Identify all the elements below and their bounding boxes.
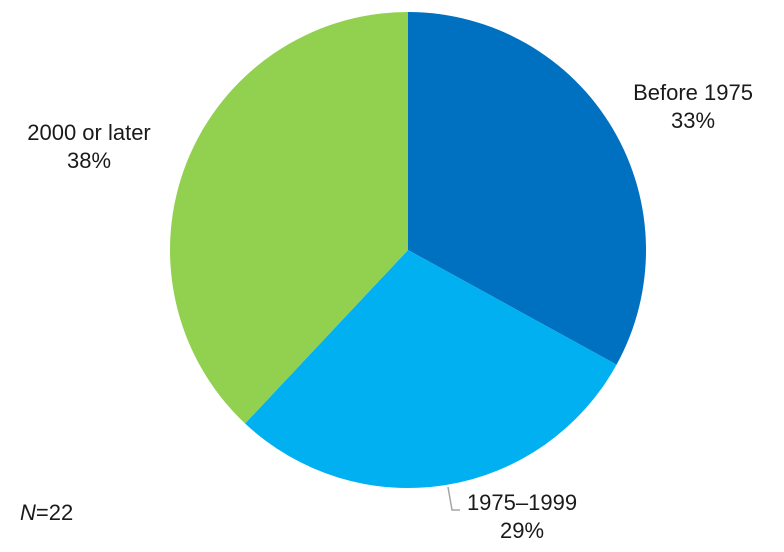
leader-line	[447, 486, 460, 511]
slice-labels: Before 1975 33% 1975–1999 29% 2000 or later 3…	[27, 80, 753, 543]
pie-slice-before-1975	[408, 12, 646, 365]
slice-value-label: 29%	[500, 518, 544, 543]
slice-label: Before 1975	[633, 80, 753, 105]
slice-label: 1975–1999	[467, 490, 577, 515]
slice-label: 2000 or later	[27, 120, 151, 145]
slice-value-label: 38%	[67, 148, 111, 173]
pie-slices	[169, 12, 646, 488]
sample-size-note: N=22	[20, 500, 73, 526]
pie-slice-1975-1999	[245, 250, 617, 488]
sample-size-symbol: N	[20, 500, 36, 525]
sample-size-value: =22	[35, 500, 74, 525]
pie-slice-2000-or-later	[169, 12, 408, 424]
slice-value-label: 33%	[671, 108, 715, 133]
